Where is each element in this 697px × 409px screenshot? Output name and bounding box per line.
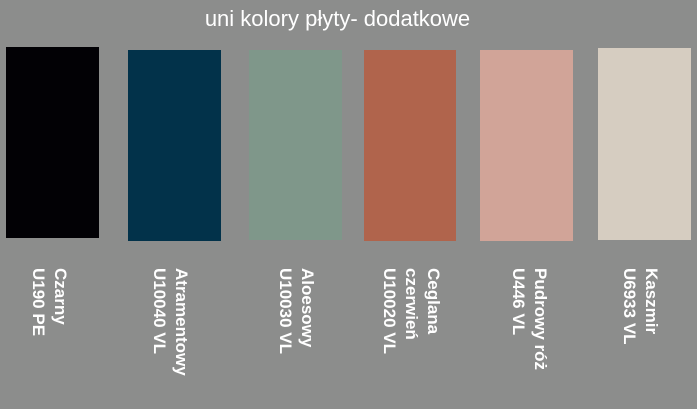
page-title: uni kolory płyty- dodatkowe [204, 6, 471, 31]
color-code: U446 VL [509, 268, 528, 336]
label-atramentowy: Atramentowy U10040 VL [148, 268, 192, 376]
label-czarny: Czarny U190 PE [27, 268, 71, 336]
color-code: U190 PE [29, 268, 48, 337]
color-name: Atramentowy [172, 268, 191, 376]
color-name: Czarny [51, 268, 70, 325]
swatch-pudrowy-roz [480, 50, 573, 241]
color-name: Pudrowy róż [531, 268, 550, 371]
color-name: Kaszmir [642, 268, 661, 335]
color-code: U6933 VL [620, 268, 639, 345]
swatch-ceglana-czerwien [364, 50, 456, 241]
color-name: Ceglana [424, 268, 443, 335]
label-pudrowy-roz: Pudrowy róż U446 VL [507, 268, 551, 370]
swatch-czarny [6, 47, 99, 238]
label-ceglana-czerwien: Ceglana czerwień U10020 VL [378, 268, 444, 354]
color-code: U10030 VL [276, 268, 295, 354]
swatch-aloesowy [249, 50, 342, 240]
swatch-kaszmir [598, 48, 691, 240]
color-name: czerwień [402, 268, 421, 340]
color-name: Aloesowy [298, 268, 317, 348]
swatch-atramentowy [128, 50, 221, 241]
color-code: U10020 VL [380, 268, 399, 354]
label-aloesowy: Aloesowy U10030 VL [274, 268, 318, 354]
color-code: U10040 VL [150, 268, 169, 354]
label-kaszmir: Kaszmir U6933 VL [618, 268, 662, 345]
